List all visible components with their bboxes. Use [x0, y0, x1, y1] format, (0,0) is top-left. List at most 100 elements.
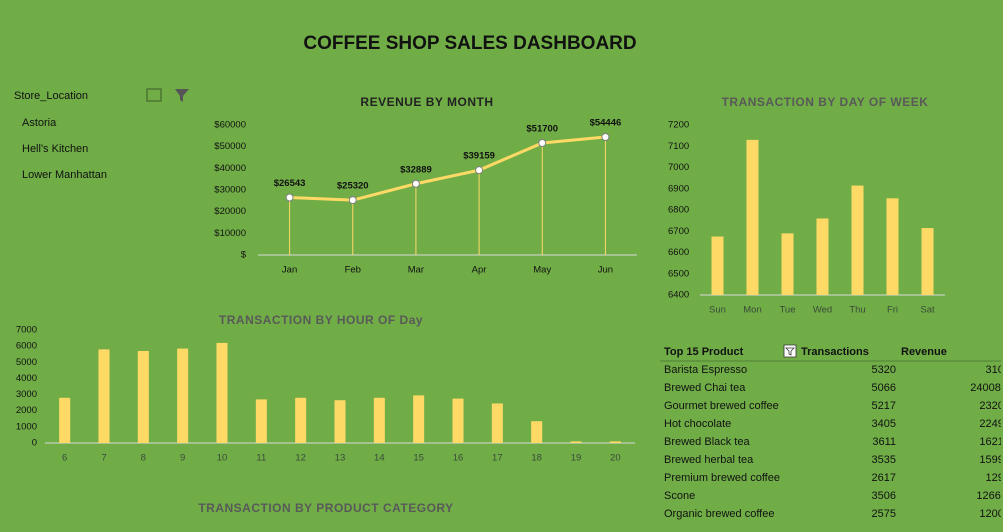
y-tick-label: 1000: [16, 421, 37, 432]
table-cell: 3611: [872, 436, 896, 448]
x-tick-label: 15: [413, 453, 424, 464]
x-tick-label: Fri: [887, 305, 898, 316]
table-cell: 3535: [872, 454, 896, 466]
y-tick-label: 4000: [16, 373, 37, 384]
y-tick-label: 7100: [668, 141, 689, 152]
x-tick-label: May: [533, 265, 551, 276]
chart-title: REVENUE BY MONTH: [360, 95, 493, 109]
table-cell: 23201: [979, 400, 1003, 412]
x-tick-label: 14: [374, 453, 385, 464]
table-cell: 5066: [872, 382, 896, 394]
table-cell: Premium brewed coffee: [664, 472, 780, 484]
x-tick-label: 12: [295, 453, 306, 464]
y-tick-label: 6600: [668, 247, 689, 258]
bar: [921, 228, 934, 295]
table-cell: 5217: [872, 400, 896, 412]
bar: [570, 441, 582, 443]
table-header: Revenue: [901, 346, 947, 358]
x-tick-label: 11: [256, 453, 266, 464]
table-header: Transactions: [801, 346, 869, 358]
bar: [452, 398, 464, 443]
bar: [711, 236, 724, 295]
bar: [59, 397, 71, 443]
x-tick-label: Jan: [282, 265, 297, 276]
filter-icon[interactable]: [783, 344, 797, 358]
table-cell: 2617: [872, 472, 896, 484]
bar: [816, 218, 829, 295]
y-tick-label: 7000: [16, 325, 37, 336]
x-tick-label: 6: [62, 453, 67, 464]
table-cell: 5320: [872, 364, 896, 376]
y-tick-label: $40000: [214, 163, 246, 174]
table-cell: 12009: [979, 508, 1003, 520]
y-tick-label: $50000: [214, 141, 246, 152]
data-label: $32889: [400, 164, 432, 175]
bar: [373, 397, 385, 443]
y-tick-label: 6400: [668, 290, 689, 301]
table-cell: Brewed Chai tea: [664, 382, 746, 394]
table-cell: Organic brewed coffee: [664, 508, 774, 520]
slicer-item[interactable]: Astoria: [22, 117, 57, 129]
table-header: Top 15 Product: [664, 346, 744, 358]
x-tick-label: 19: [571, 453, 582, 464]
data-label: $39159: [463, 151, 495, 162]
marker: [601, 133, 610, 142]
y-tick-label: 6700: [668, 226, 689, 237]
table-cell: 3506: [872, 490, 896, 502]
chart-title: TRANSACTION BY DAY OF WEEK: [722, 95, 929, 109]
bar: [531, 421, 543, 443]
slicer-title: Store_Location: [14, 90, 88, 102]
table-cell: 3105: [986, 364, 1003, 376]
bar: [851, 185, 864, 295]
y-tick-label: 6800: [668, 205, 689, 216]
x-tick-label: 9: [180, 453, 185, 464]
table-cell: 12660.: [976, 490, 1003, 502]
bar: [177, 348, 189, 443]
table-cell: Gourmet brewed coffee: [664, 400, 779, 412]
table-cell: 3405: [872, 418, 896, 430]
slicer-item[interactable]: Lower Manhattan: [22, 169, 107, 181]
bar: [334, 400, 346, 443]
y-tick-label: $10000: [214, 228, 246, 239]
multi-select-icon[interactable]: [146, 88, 162, 102]
x-tick-label: 16: [453, 453, 464, 464]
table-cell: 24008.1: [970, 382, 1003, 394]
x-tick-label: Tue: [779, 305, 795, 316]
marker: [348, 196, 357, 205]
slicer-item[interactable]: Hell's Kitchen: [22, 143, 88, 155]
clear-filter-icon[interactable]: [175, 89, 189, 102]
marker: [538, 138, 547, 147]
bar: [746, 139, 759, 295]
y-tick-label: 6000: [16, 341, 37, 352]
x-tick-label: 7: [101, 453, 106, 464]
x-tick-label: 20: [610, 453, 621, 464]
chart-title: TRANSACTION BY HOUR OF Day: [219, 313, 423, 327]
bar: [255, 399, 267, 443]
x-tick-label: Sun: [709, 305, 726, 316]
marker: [411, 179, 420, 188]
x-tick-label: Apr: [472, 265, 487, 276]
data-label: $25320: [337, 181, 369, 192]
table-cell: 16215: [979, 436, 1003, 448]
bar: [886, 198, 899, 295]
y-tick-label: 5000: [16, 357, 37, 368]
y-tick-label: $: [241, 250, 247, 261]
y-tick-label: 3000: [16, 389, 37, 400]
table-cell: 2575: [872, 508, 896, 520]
marker: [475, 166, 484, 175]
slicer-icons[interactable]: [146, 88, 189, 102]
bar: [98, 349, 110, 443]
bar: [216, 342, 228, 443]
bar: [137, 350, 149, 443]
x-tick-label: Mar: [408, 265, 424, 276]
dashboard-title: COFFEE SHOP SALES DASHBOARD: [303, 33, 636, 54]
data-label: $26543: [274, 178, 306, 189]
table-cell: Barista Espresso: [664, 364, 747, 376]
x-tick-label: 17: [492, 453, 503, 464]
x-tick-label: 18: [531, 453, 542, 464]
x-tick-label: Thu: [849, 305, 865, 316]
table-cell: Hot chocolate: [664, 418, 731, 430]
y-tick-label: 2000: [16, 405, 37, 416]
